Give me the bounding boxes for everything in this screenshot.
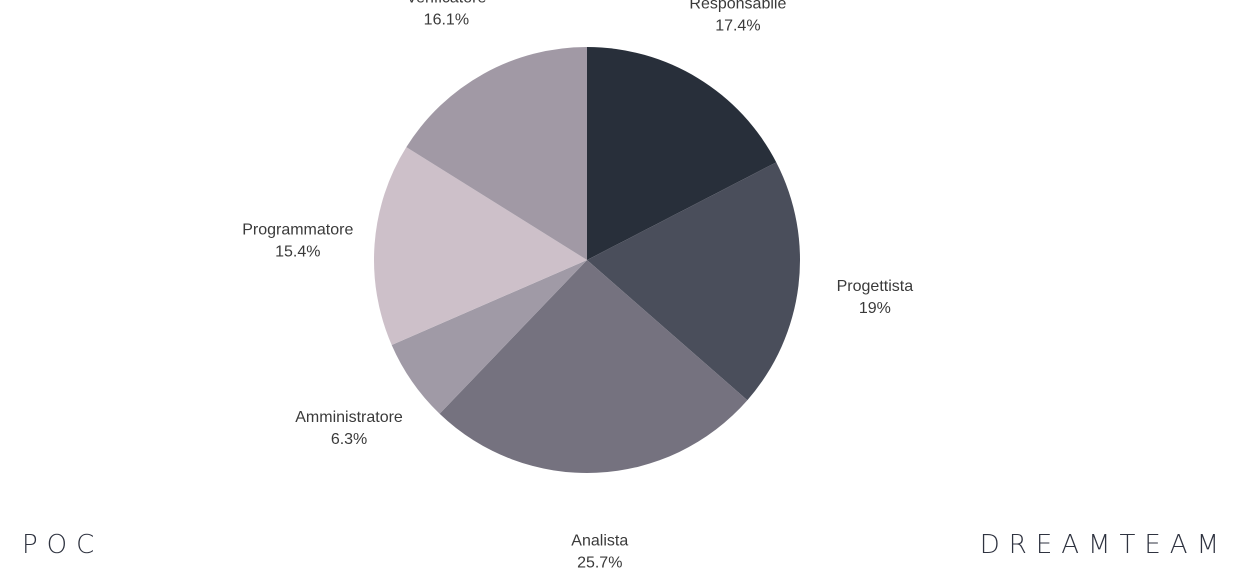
pie-slice-verificatore — [406, 46, 587, 260]
pie-slice-progettista — [587, 162, 800, 401]
pie-slice-amministratore — [391, 260, 587, 414]
slice-value-amministratore: 6.3% — [331, 431, 367, 448]
slice-value-progettista: 19% — [859, 300, 891, 317]
slice-label-verificatore: Verificatore — [406, 0, 486, 6]
footer-right-text: DREAMTEAM — [979, 530, 1228, 560]
slice-value-responsabile: 17.4% — [715, 17, 760, 34]
slice-label-responsabile: Responsabile — [689, 0, 786, 12]
footer-left-text: POC — [22, 530, 104, 560]
slice-label-progettista: Progettista — [837, 278, 914, 295]
pie-slice-responsabile — [587, 47, 777, 260]
pie-labels: Responsabile 17.4% Progettista 19% Analista 2… — [242, 0, 913, 572]
slice-label-analista: Analista — [571, 533, 628, 550]
slice-value-verificatore: 16.1% — [424, 11, 469, 28]
slice-label-amministratore: Amministratore — [295, 409, 403, 426]
pie-slice-programmatore — [373, 147, 587, 345]
pie-slice-analista — [439, 260, 748, 473]
slice-label-programmatore: Programmatore — [242, 222, 353, 239]
slice-value-analista: 25.7% — [577, 555, 622, 572]
pie-slices — [373, 46, 800, 473]
slice-value-programmatore: 15.4% — [275, 244, 320, 261]
